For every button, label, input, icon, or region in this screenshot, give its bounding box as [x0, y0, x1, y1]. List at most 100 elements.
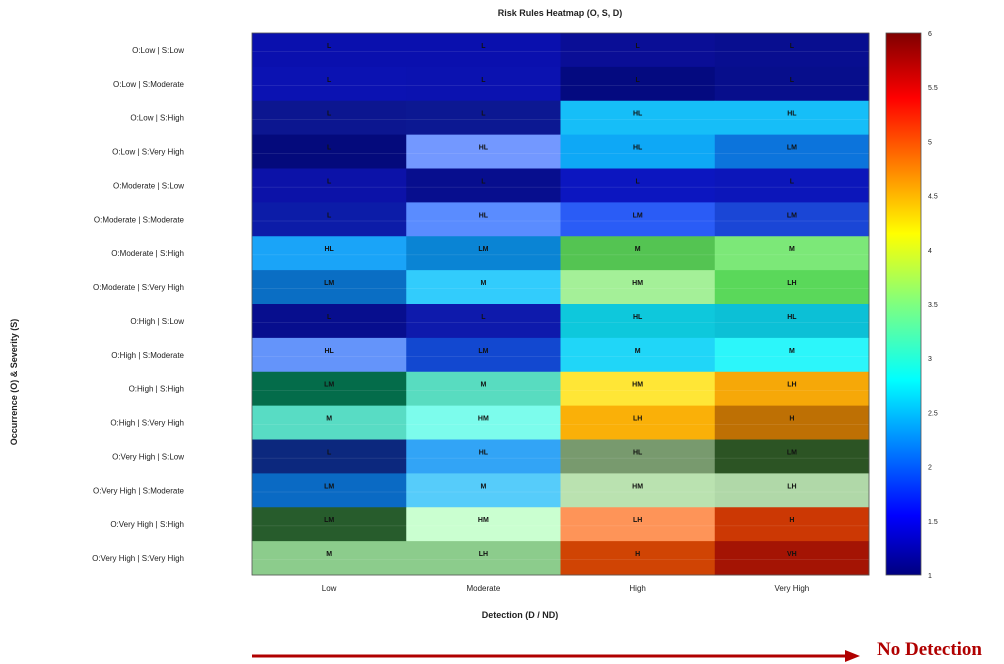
- y-tick-label: O:Moderate | S:Low: [113, 181, 184, 190]
- cell-label: HM: [632, 280, 643, 287]
- colorbar-ticks: 1 1.5 2 2.5 3 3.5 4 4.5 5 5.5 6: [928, 31, 938, 580]
- cell-label: M: [480, 483, 486, 490]
- cell-label: LM: [633, 212, 643, 219]
- y-tick-labels: O:Low | S:Low O:Low | S:Moderate O:Low | S…: [92, 46, 184, 563]
- cell-label: LM: [787, 212, 797, 219]
- heatmap-cell: [560, 371, 716, 407]
- cell-label: HL: [324, 348, 334, 355]
- cell-label: M: [789, 246, 795, 253]
- colorbar-tick-label: 6: [928, 31, 932, 38]
- heatmap-cell: [406, 507, 561, 542]
- cell-label: L: [327, 145, 332, 152]
- cell-label: L: [481, 178, 486, 185]
- cell-label: HL: [787, 111, 797, 118]
- heatmap-cell: [560, 270, 716, 305]
- cell-label: L: [327, 77, 332, 84]
- cell-label: HL: [479, 449, 489, 456]
- heatmap-cell: [714, 168, 870, 203]
- cell-label: LM: [478, 348, 488, 355]
- cell-label: L: [790, 178, 795, 185]
- y-tick-label: O:Low | S:Moderate: [113, 80, 185, 89]
- heatmap-cell: [406, 473, 561, 508]
- y-tick-label: O:Moderate | S:High: [111, 249, 184, 258]
- heatmap-cell: [252, 270, 407, 305]
- colorbar: [885, 32, 922, 576]
- heatmap-cell: [714, 507, 870, 542]
- heatmap-cell: [406, 100, 561, 136]
- cell-label: L: [327, 111, 332, 118]
- colorbar-tick-label: 1.5: [928, 519, 938, 526]
- cell-label: LM: [324, 382, 334, 389]
- x-tick-labels: Low Moderate High Very High: [322, 584, 809, 593]
- heatmap-cell: [406, 337, 561, 373]
- heatmap-cell: [406, 236, 561, 271]
- heatmap-cell: [560, 473, 716, 508]
- cell-label: LH: [787, 280, 796, 287]
- colorbar-tick-label: 4: [928, 248, 932, 255]
- colorbar-tick-label: 5: [928, 139, 932, 146]
- y-tick-label: O:High | S:High: [129, 385, 184, 394]
- x-tick-label: Very High: [775, 584, 810, 593]
- heatmap-cell: [714, 66, 870, 102]
- heatmap-cell: [406, 304, 561, 339]
- heatmap-cell: [252, 100, 407, 136]
- cell-label: M: [480, 382, 486, 389]
- plot-frame: [251, 32, 870, 576]
- y-tick-label: O:Low | S:Low: [132, 46, 184, 55]
- y-tick-label: O:Low | S:Very High: [112, 148, 184, 157]
- heatmap-cell: [406, 541, 561, 576]
- heatmap-cell: [406, 134, 561, 169]
- heatmap-cell: [714, 100, 870, 136]
- heatmap-cell: [406, 66, 561, 102]
- cell-label: LM: [324, 280, 334, 287]
- cell-label: L: [635, 43, 640, 50]
- x-axis-label: Detection (D / ND): [482, 610, 559, 620]
- cell-label: HM: [632, 382, 643, 389]
- heatmap-cell: [714, 236, 870, 271]
- heatmap-cell: [252, 473, 407, 508]
- y-tick-label: O:High | S:Moderate: [111, 351, 184, 360]
- heatmap-cell: [560, 100, 716, 136]
- cell-label: LH: [633, 416, 642, 423]
- cell-label: LH: [479, 551, 488, 558]
- heatmap-cell: [252, 405, 407, 440]
- y-tick-label: O:Very High | S:Moderate: [93, 486, 185, 495]
- heatmap-cell: [560, 33, 716, 68]
- colorbar-tick-label: 1: [928, 573, 932, 580]
- heatmap-cell: [560, 134, 716, 169]
- cell-label: M: [635, 348, 641, 355]
- heatmap-cell: [560, 439, 716, 474]
- heatmap-cell: [560, 66, 716, 102]
- heatmap-cell: [560, 541, 716, 576]
- y-tick-label: O:Very High | S:High: [110, 520, 184, 529]
- heatmap-cell: [560, 405, 716, 440]
- cell-label: HM: [478, 416, 489, 423]
- cell-label: M: [480, 280, 486, 287]
- cell-label: LM: [478, 246, 488, 253]
- cell-label: HM: [478, 517, 489, 524]
- heatmap-cell: [252, 168, 407, 203]
- cell-label: L: [635, 77, 640, 84]
- x-tick-label: High: [629, 584, 645, 593]
- cell-label: L: [790, 43, 795, 50]
- heatmap-cell: [406, 405, 561, 440]
- heatmap-cell: [252, 134, 407, 169]
- chart-title: Risk Rules Heatmap (O, S, D): [498, 8, 623, 18]
- heatmap-cell: [406, 439, 561, 474]
- cell-label: LM: [787, 145, 797, 152]
- cell-label: L: [790, 77, 795, 84]
- cell-label: M: [326, 551, 332, 558]
- cell-label: L: [327, 212, 332, 219]
- cell-label: LH: [787, 382, 796, 389]
- heatmap-cell: [560, 337, 716, 373]
- heatmap-cell: [714, 371, 870, 407]
- heatmap-cell: [714, 337, 870, 373]
- cell-label: HL: [633, 145, 643, 152]
- cell-label: L: [481, 111, 486, 118]
- heatmap-cell: [560, 202, 716, 237]
- heatmap-cell: [560, 168, 716, 203]
- cell-label: L: [327, 43, 332, 50]
- heatmap-cell: [714, 33, 870, 68]
- arrow-head: [845, 650, 860, 662]
- heatmap-cell: [560, 236, 716, 271]
